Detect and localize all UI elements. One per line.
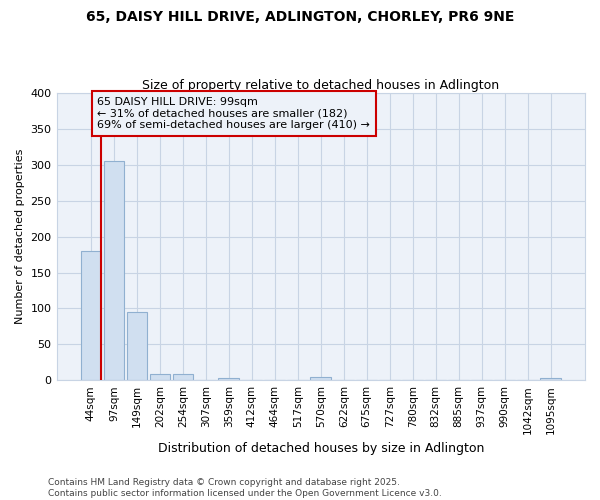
Text: Contains HM Land Registry data © Crown copyright and database right 2025.
Contai: Contains HM Land Registry data © Crown c… — [48, 478, 442, 498]
Bar — [540, 378, 561, 380]
Bar — [127, 312, 147, 380]
Bar — [80, 251, 101, 380]
X-axis label: Distribution of detached houses by size in Adlington: Distribution of detached houses by size … — [158, 442, 484, 455]
Bar — [310, 378, 331, 380]
Bar — [104, 162, 124, 380]
Bar — [149, 374, 170, 380]
Bar — [218, 378, 239, 380]
Y-axis label: Number of detached properties: Number of detached properties — [15, 149, 25, 324]
Bar — [173, 374, 193, 380]
Text: 65 DAISY HILL DRIVE: 99sqm
← 31% of detached houses are smaller (182)
69% of sem: 65 DAISY HILL DRIVE: 99sqm ← 31% of deta… — [97, 97, 370, 130]
Title: Size of property relative to detached houses in Adlington: Size of property relative to detached ho… — [142, 79, 499, 92]
Text: 65, DAISY HILL DRIVE, ADLINGTON, CHORLEY, PR6 9NE: 65, DAISY HILL DRIVE, ADLINGTON, CHORLEY… — [86, 10, 514, 24]
